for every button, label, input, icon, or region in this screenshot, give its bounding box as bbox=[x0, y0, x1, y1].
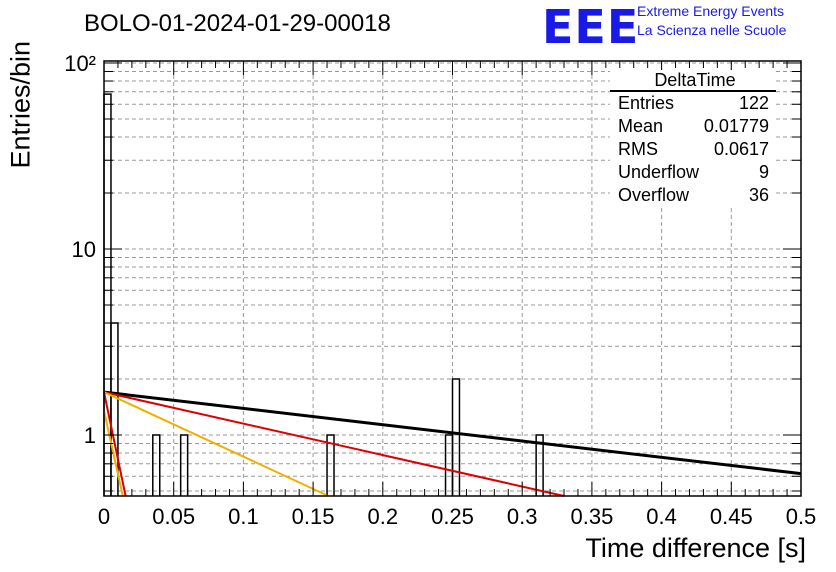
stats-value: 0.01779 bbox=[703, 116, 769, 136]
stats-row-mean: Mean 0.01779 bbox=[610, 115, 776, 138]
stats-value: 36 bbox=[748, 185, 769, 205]
x-tick-label: 0.2 bbox=[368, 504, 399, 529]
logo-line-2: La Scienza nelle Scuole bbox=[637, 22, 787, 38]
y-axis-label: Entries/bin bbox=[5, 40, 36, 169]
stats-label: Underflow bbox=[618, 162, 700, 182]
histogram-bin bbox=[152, 434, 161, 496]
stats-label: Entries bbox=[618, 93, 675, 113]
x-tick-label: 0 bbox=[98, 504, 110, 529]
stats-box: DeltaTime Entries 122 Mean 0.01779 RMS 0… bbox=[610, 70, 776, 208]
fit-line bbox=[103, 391, 565, 497]
fit-line bbox=[103, 391, 329, 497]
x-tick-label: 0.45 bbox=[710, 504, 753, 529]
stats-value: 0.0617 bbox=[713, 139, 769, 159]
logo-line-1: Extreme Energy Events bbox=[637, 3, 785, 19]
stats-row-underflow: Underflow 9 bbox=[610, 161, 776, 184]
histogram-bin bbox=[326, 434, 335, 496]
fit-line bbox=[103, 391, 127, 497]
stats-row-rms: RMS 0.0617 bbox=[610, 138, 776, 161]
y-tick-label: 1 bbox=[84, 423, 96, 448]
x-tick-label: 0.25 bbox=[431, 504, 474, 529]
x-tick-label: 0.05 bbox=[152, 504, 195, 529]
x-axis-label: Time difference [s] bbox=[585, 533, 806, 563]
x-tick-label: 0.1 bbox=[228, 504, 259, 529]
histogram-bin bbox=[444, 434, 454, 496]
chart-title: BOLO-01-2024-01-29-00018 bbox=[84, 10, 391, 37]
stats-value: 122 bbox=[738, 93, 769, 113]
histogram-bin bbox=[535, 434, 544, 496]
stats-label: Overflow bbox=[618, 185, 690, 205]
stats-row-overflow: Overflow 36 bbox=[610, 184, 776, 207]
fit-line bbox=[103, 410, 124, 497]
histogram-bin bbox=[179, 434, 189, 496]
x-tick-label: 0.15 bbox=[292, 504, 335, 529]
stats-value: 9 bbox=[758, 162, 769, 182]
eee-logo: EEE bbox=[542, 0, 640, 54]
x-tick-label: 0.4 bbox=[646, 504, 677, 529]
x-tick-label: 0.3 bbox=[507, 504, 538, 529]
histogram-bin bbox=[110, 322, 119, 496]
histogram-bin bbox=[451, 378, 461, 496]
stats-box-name: DeltaTime bbox=[610, 70, 776, 92]
stats-row-entries: Entries 122 bbox=[610, 92, 776, 115]
x-tick-label: 0.5 bbox=[786, 504, 817, 529]
x-tick-label: 0.35 bbox=[570, 504, 613, 529]
y-tick-label: 10 bbox=[72, 237, 96, 262]
y-tick-label: 10² bbox=[64, 51, 96, 76]
fit-line bbox=[103, 390, 802, 476]
stats-label: Mean bbox=[618, 116, 664, 136]
stats-label: RMS bbox=[618, 139, 658, 159]
